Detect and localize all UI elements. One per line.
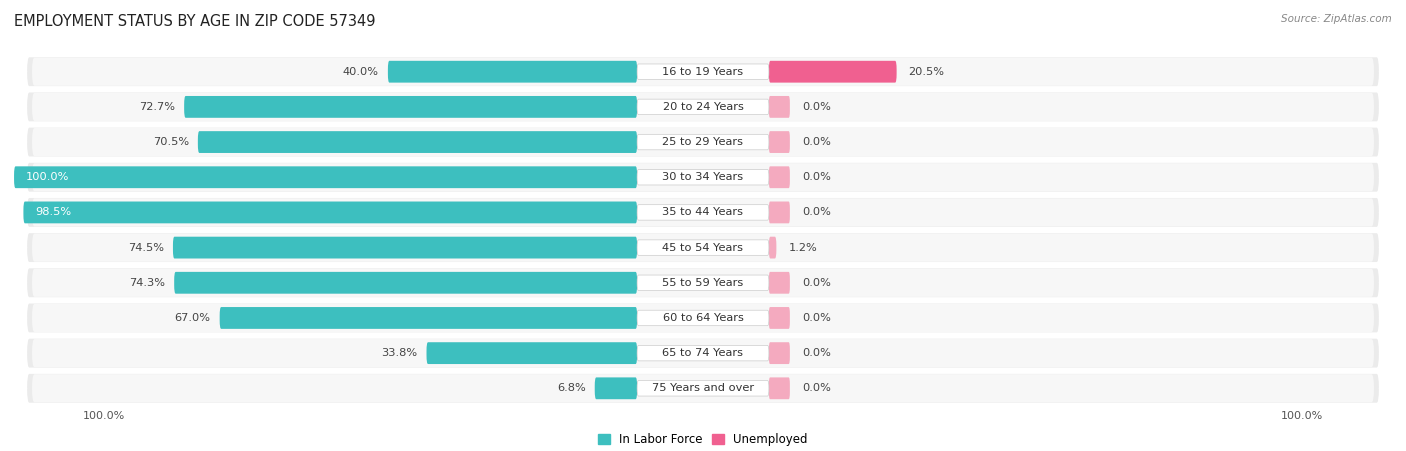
Text: 33.8%: 33.8% xyxy=(381,348,418,358)
FancyBboxPatch shape xyxy=(27,197,1379,228)
FancyBboxPatch shape xyxy=(637,310,769,326)
FancyBboxPatch shape xyxy=(637,170,769,185)
FancyBboxPatch shape xyxy=(769,61,897,83)
FancyBboxPatch shape xyxy=(32,163,1374,191)
FancyBboxPatch shape xyxy=(27,232,1379,263)
FancyBboxPatch shape xyxy=(769,342,790,364)
FancyBboxPatch shape xyxy=(637,205,769,220)
FancyBboxPatch shape xyxy=(769,96,790,118)
Text: 67.0%: 67.0% xyxy=(174,313,211,323)
FancyBboxPatch shape xyxy=(27,56,1379,87)
FancyBboxPatch shape xyxy=(184,96,637,118)
Text: 60 to 64 Years: 60 to 64 Years xyxy=(662,313,744,323)
Text: 0.0%: 0.0% xyxy=(801,137,831,147)
FancyBboxPatch shape xyxy=(27,338,1379,368)
FancyBboxPatch shape xyxy=(637,275,769,290)
FancyBboxPatch shape xyxy=(595,377,637,399)
Text: 0.0%: 0.0% xyxy=(801,383,831,393)
FancyBboxPatch shape xyxy=(388,61,637,83)
Text: 0.0%: 0.0% xyxy=(801,313,831,323)
FancyBboxPatch shape xyxy=(637,134,769,150)
FancyBboxPatch shape xyxy=(27,92,1379,122)
FancyBboxPatch shape xyxy=(769,237,776,258)
Text: 0.0%: 0.0% xyxy=(801,207,831,217)
FancyBboxPatch shape xyxy=(769,272,790,294)
FancyBboxPatch shape xyxy=(637,381,769,396)
FancyBboxPatch shape xyxy=(637,64,769,79)
Text: 35 to 44 Years: 35 to 44 Years xyxy=(662,207,744,217)
FancyBboxPatch shape xyxy=(14,166,637,188)
Text: 98.5%: 98.5% xyxy=(35,207,72,217)
Text: 74.5%: 74.5% xyxy=(128,243,165,253)
FancyBboxPatch shape xyxy=(27,267,1379,298)
Text: 30 to 34 Years: 30 to 34 Years xyxy=(662,172,744,182)
Text: 100.0%: 100.0% xyxy=(27,172,69,182)
FancyBboxPatch shape xyxy=(27,127,1379,157)
Text: 6.8%: 6.8% xyxy=(557,383,586,393)
FancyBboxPatch shape xyxy=(32,198,1374,226)
FancyBboxPatch shape xyxy=(32,93,1374,121)
Text: 45 to 54 Years: 45 to 54 Years xyxy=(662,243,744,253)
FancyBboxPatch shape xyxy=(32,58,1374,86)
FancyBboxPatch shape xyxy=(27,303,1379,333)
Legend: In Labor Force, Unemployed: In Labor Force, Unemployed xyxy=(598,433,808,446)
Text: 20 to 24 Years: 20 to 24 Years xyxy=(662,102,744,112)
Text: 0.0%: 0.0% xyxy=(801,278,831,288)
Text: 75 Years and over: 75 Years and over xyxy=(652,383,754,393)
Text: Source: ZipAtlas.com: Source: ZipAtlas.com xyxy=(1281,14,1392,23)
FancyBboxPatch shape xyxy=(198,131,637,153)
FancyBboxPatch shape xyxy=(24,202,637,223)
FancyBboxPatch shape xyxy=(769,202,790,223)
FancyBboxPatch shape xyxy=(32,304,1374,332)
FancyBboxPatch shape xyxy=(174,272,637,294)
FancyBboxPatch shape xyxy=(637,99,769,115)
FancyBboxPatch shape xyxy=(637,240,769,255)
Text: 20.5%: 20.5% xyxy=(908,67,945,77)
Text: EMPLOYMENT STATUS BY AGE IN ZIP CODE 57349: EMPLOYMENT STATUS BY AGE IN ZIP CODE 573… xyxy=(14,14,375,28)
Text: 40.0%: 40.0% xyxy=(343,67,378,77)
FancyBboxPatch shape xyxy=(769,377,790,399)
FancyBboxPatch shape xyxy=(426,342,637,364)
FancyBboxPatch shape xyxy=(769,166,790,188)
FancyBboxPatch shape xyxy=(27,162,1379,193)
FancyBboxPatch shape xyxy=(219,307,637,329)
FancyBboxPatch shape xyxy=(32,128,1374,156)
FancyBboxPatch shape xyxy=(637,345,769,361)
Text: 0.0%: 0.0% xyxy=(801,172,831,182)
Text: 74.3%: 74.3% xyxy=(129,278,165,288)
FancyBboxPatch shape xyxy=(32,269,1374,297)
Text: 0.0%: 0.0% xyxy=(801,102,831,112)
Text: 72.7%: 72.7% xyxy=(139,102,176,112)
FancyBboxPatch shape xyxy=(32,234,1374,262)
FancyBboxPatch shape xyxy=(769,131,790,153)
FancyBboxPatch shape xyxy=(27,373,1379,404)
Text: 65 to 74 Years: 65 to 74 Years xyxy=(662,348,744,358)
Text: 55 to 59 Years: 55 to 59 Years xyxy=(662,278,744,288)
Text: 16 to 19 Years: 16 to 19 Years xyxy=(662,67,744,77)
FancyBboxPatch shape xyxy=(32,374,1374,402)
FancyBboxPatch shape xyxy=(173,237,637,258)
Text: 25 to 29 Years: 25 to 29 Years xyxy=(662,137,744,147)
Text: 0.0%: 0.0% xyxy=(801,348,831,358)
Text: 70.5%: 70.5% xyxy=(153,137,188,147)
FancyBboxPatch shape xyxy=(769,307,790,329)
FancyBboxPatch shape xyxy=(32,339,1374,367)
Text: 1.2%: 1.2% xyxy=(789,243,817,253)
